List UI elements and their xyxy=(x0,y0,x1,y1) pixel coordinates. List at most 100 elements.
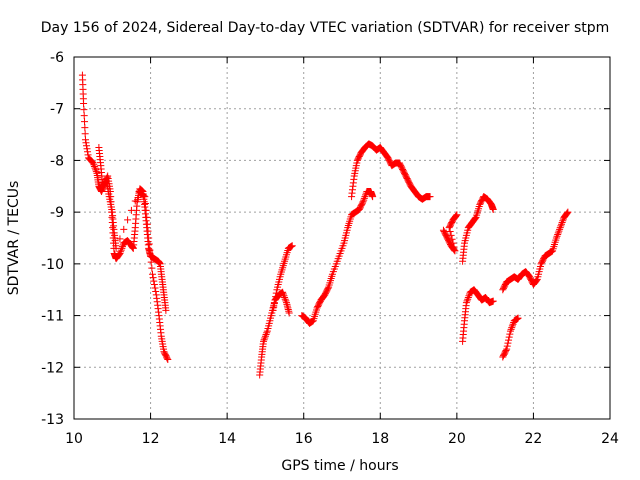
data-point xyxy=(143,220,151,228)
data-point xyxy=(84,148,92,156)
data-point xyxy=(503,345,511,353)
data-point xyxy=(448,235,456,243)
data-point xyxy=(90,162,98,170)
y-tick-label: -9 xyxy=(50,205,64,221)
series-seg2b xyxy=(269,242,296,314)
series-seg3 xyxy=(298,187,377,327)
data-point xyxy=(271,296,279,304)
x-tick-label: 22 xyxy=(525,431,543,447)
data-point xyxy=(81,130,89,138)
data-point xyxy=(81,118,89,126)
data-point xyxy=(143,213,151,221)
data-point xyxy=(90,161,98,169)
data-point xyxy=(145,240,153,248)
data-point xyxy=(269,306,277,314)
data-point xyxy=(83,142,91,150)
data-point xyxy=(503,342,511,350)
x-tick-label: 18 xyxy=(371,431,389,447)
y-tick-label: -11 xyxy=(41,309,64,325)
data-point xyxy=(554,229,562,237)
series-seg2 xyxy=(256,288,293,379)
data-points xyxy=(78,71,572,379)
data-point xyxy=(451,247,459,255)
data-point xyxy=(147,252,155,260)
data-point xyxy=(102,178,110,186)
series-seg1b xyxy=(95,144,172,364)
data-point xyxy=(449,239,457,247)
data-point xyxy=(144,227,152,235)
data-point xyxy=(552,234,560,242)
data-point xyxy=(260,336,268,344)
data-point xyxy=(92,166,100,174)
data-point xyxy=(141,200,149,208)
series-seg6b xyxy=(459,193,497,265)
data-point xyxy=(504,339,512,347)
grid xyxy=(74,57,610,419)
data-point xyxy=(558,218,566,226)
data-point xyxy=(83,145,91,153)
series-seg7b xyxy=(499,208,572,294)
data-point xyxy=(533,276,541,284)
data-point xyxy=(152,287,160,295)
data-point xyxy=(502,346,510,354)
x-tick-label: 24 xyxy=(601,431,619,447)
data-point xyxy=(281,293,289,301)
data-point xyxy=(124,216,132,224)
data-point xyxy=(148,270,156,278)
data-point xyxy=(508,324,516,332)
x-tick-label: 14 xyxy=(218,431,236,447)
x-tick-label: 12 xyxy=(142,431,160,447)
data-point xyxy=(118,243,126,251)
data-point xyxy=(263,329,271,337)
data-point xyxy=(555,227,563,235)
x-tick-label: 10 xyxy=(65,431,83,447)
data-point xyxy=(112,244,120,252)
x-axis-label: GPS time / hours xyxy=(281,458,398,474)
data-point xyxy=(89,159,97,167)
data-point xyxy=(285,309,293,317)
y-tick-label: -6 xyxy=(50,50,64,66)
data-point xyxy=(262,331,270,339)
data-point xyxy=(120,225,128,233)
data-point xyxy=(554,231,562,239)
y-tick-label: -12 xyxy=(41,360,64,376)
data-point xyxy=(324,284,332,292)
data-point xyxy=(82,139,90,147)
data-point xyxy=(514,314,522,322)
data-point xyxy=(150,281,158,289)
data-point xyxy=(164,356,172,364)
data-point xyxy=(450,243,458,251)
data-point xyxy=(80,100,88,108)
data-point xyxy=(147,258,155,266)
data-point xyxy=(553,232,561,240)
data-point xyxy=(507,325,515,333)
data-point xyxy=(464,295,472,303)
data-point xyxy=(81,124,89,132)
y-tick-label: -8 xyxy=(50,153,64,169)
data-point xyxy=(80,112,88,120)
data-point xyxy=(447,231,455,239)
data-point xyxy=(471,215,479,223)
data-point xyxy=(84,151,92,159)
data-point xyxy=(117,248,125,256)
data-point xyxy=(462,299,470,307)
data-point xyxy=(463,297,471,305)
x-tick-label: 20 xyxy=(448,431,466,447)
data-point xyxy=(452,212,460,220)
data-point xyxy=(563,210,571,218)
data-point xyxy=(281,295,289,303)
data-point xyxy=(116,250,124,258)
data-point xyxy=(149,274,157,282)
data-point xyxy=(563,209,571,217)
data-point xyxy=(91,164,99,172)
data-point xyxy=(270,303,278,311)
data-point xyxy=(557,222,565,230)
series-seg4 xyxy=(348,140,434,203)
data-point xyxy=(506,327,514,335)
data-point xyxy=(146,246,154,254)
data-point xyxy=(369,193,377,201)
data-point xyxy=(117,246,125,254)
data-point xyxy=(509,320,517,328)
data-point xyxy=(280,292,288,300)
data-point xyxy=(452,212,460,220)
